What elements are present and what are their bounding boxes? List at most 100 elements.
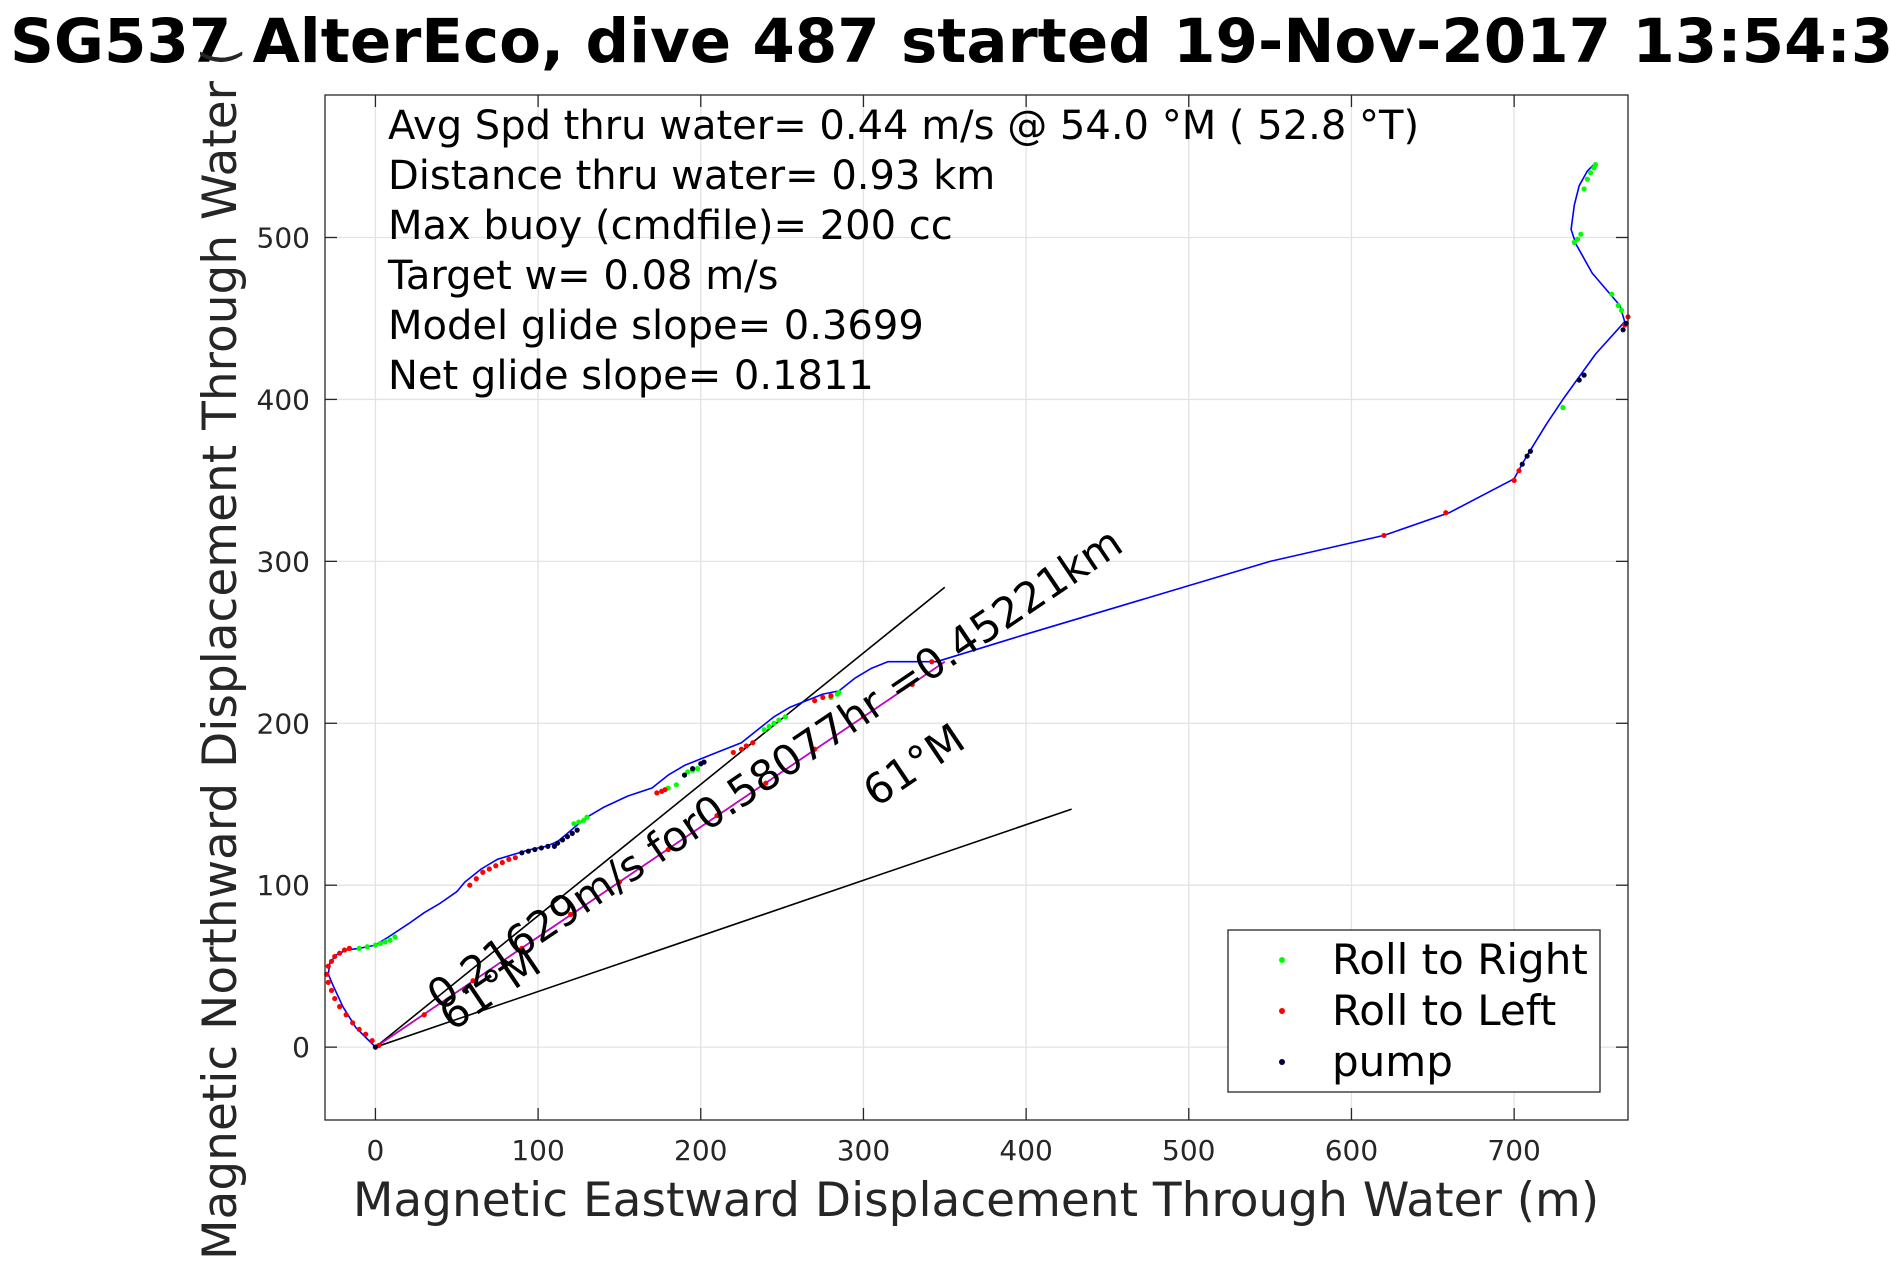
y-axis-label: Magnetic Northward Displacement Through …: [193, 48, 248, 1260]
pump-point: [1576, 377, 1582, 383]
roll-left-point: [763, 780, 769, 786]
data-points: [324, 162, 1631, 1050]
roll-right-point: [836, 689, 842, 696]
pump-point: [551, 843, 557, 849]
roll-right-point: [1587, 170, 1594, 176]
annotation-avg-speed: Avg Spd thru water= 0.44 m/s @ 54.0 °M (…: [388, 103, 1419, 149]
x-tick-label: 100: [511, 1134, 564, 1167]
roll-right-point: [1615, 302, 1621, 309]
legend-marker-roll-left: [1279, 1008, 1285, 1014]
x-tick-label: 600: [1325, 1134, 1378, 1167]
roll-right-point: [1609, 291, 1615, 297]
pump-point: [574, 827, 580, 833]
annotation-max-buoy: Max buoy (cmdfile)= 200 cc: [388, 203, 953, 249]
roll-left-point: [470, 978, 476, 984]
roll-left-point: [812, 746, 818, 752]
x-tick-label: 300: [837, 1134, 890, 1167]
roll-left-point: [738, 746, 745, 752]
y-axis-ticks: 0 100 200 300 400 500: [257, 221, 1628, 1064]
plot-frame: [324, 94, 1629, 1121]
roll-right-point: [673, 782, 679, 788]
roll-right-point: [694, 766, 701, 772]
x-axis-ticks: 0 100 200 300 400 500 600 700: [367, 95, 1541, 1167]
roll-left-point: [909, 681, 915, 688]
roll-left-point: [506, 856, 512, 862]
roll-left-point: [343, 1012, 349, 1018]
y-tick-label: 400: [257, 383, 310, 416]
legend: Roll to Right Roll to Left pump: [1227, 929, 1601, 1093]
roll-left-point: [568, 911, 574, 917]
roll-right-point: [571, 821, 577, 827]
roll-left-point: [369, 1038, 375, 1044]
roll-left-point: [665, 846, 671, 853]
roll-left-point: [328, 987, 335, 994]
roll-left-point: [341, 947, 348, 953]
roll-left-point: [350, 1020, 356, 1026]
y-tick-label: 200: [257, 707, 310, 740]
roll-left-point: [493, 863, 499, 869]
roll-left-point: [467, 882, 473, 888]
roll-right-point: [387, 937, 393, 943]
legend-box: [1227, 929, 1601, 1093]
chart-title: SG537 AlterEco, dive 487 started 19-Nov-…: [10, 6, 1890, 77]
roll-left-point: [1511, 477, 1517, 483]
pump-point: [532, 846, 538, 853]
y-tick-label: 0: [292, 1031, 310, 1064]
roll-right-point: [576, 819, 582, 825]
annotation-net-glide-slope: Net glide slope= 0.1811: [388, 353, 874, 399]
roll-right-point: [377, 940, 383, 947]
roll-left-point: [743, 743, 749, 749]
roll-right-point: [584, 814, 590, 820]
pump-point: [1524, 453, 1530, 459]
roll-left-point: [828, 693, 834, 699]
pump-point: [525, 848, 531, 854]
pump-point: [519, 850, 525, 856]
roll-right-point: [1618, 307, 1625, 313]
roll-right-point: [1581, 186, 1587, 192]
current-track-line: [374, 661, 946, 1048]
annotation-distance: Distance thru water= 0.93 km: [388, 153, 995, 199]
roll-left-point: [473, 876, 479, 882]
roll-left-point: [325, 963, 331, 969]
roll-left-point: [346, 945, 353, 951]
roll-right-point: [782, 714, 788, 720]
pump-point: [559, 837, 566, 843]
stats-annotations: Avg Spd thru water= 0.44 m/s @ 54.0 °M (…: [387, 103, 1419, 399]
pump-point: [564, 834, 570, 840]
pump-point: [1581, 372, 1587, 378]
x-axis-label: Magnetic Eastward Displacement Through W…: [353, 1173, 1599, 1228]
roll-left-point: [499, 859, 505, 866]
roll-left-point: [332, 953, 338, 960]
legend-markers: [1279, 957, 1285, 1065]
roll-right-point: [1592, 162, 1599, 168]
roll-left-point: [337, 950, 343, 956]
pump-point: [690, 766, 696, 772]
roll-right-point: [761, 727, 767, 733]
pump-point: [538, 845, 544, 851]
roll-right-point: [685, 769, 691, 775]
roll-left-point: [337, 1004, 343, 1010]
pump-point: [1527, 448, 1533, 454]
roll-right-point: [1578, 231, 1584, 237]
pump-point: [569, 830, 575, 836]
legend-label-roll-left: Roll to Left: [1332, 986, 1556, 1035]
pump-point: [555, 840, 561, 846]
roll-left-point: [421, 1012, 427, 1018]
pump-point: [372, 1044, 379, 1050]
y-tick-label: 100: [257, 869, 310, 902]
roll-left-point: [325, 979, 331, 985]
pump-point: [1620, 327, 1626, 333]
roll-right-point: [766, 723, 772, 730]
roll-left-point: [929, 659, 935, 665]
roll-left-point: [356, 1026, 362, 1032]
heading-line: [374, 586, 946, 1048]
roll-left-point: [616, 879, 623, 885]
roll-left-point: [1443, 510, 1449, 516]
x-tick-label: 700: [1487, 1134, 1540, 1167]
roll-left-point: [750, 740, 756, 746]
pump-point: [681, 772, 688, 778]
roll-left-point: [328, 958, 335, 964]
roll-right-point: [392, 934, 398, 940]
